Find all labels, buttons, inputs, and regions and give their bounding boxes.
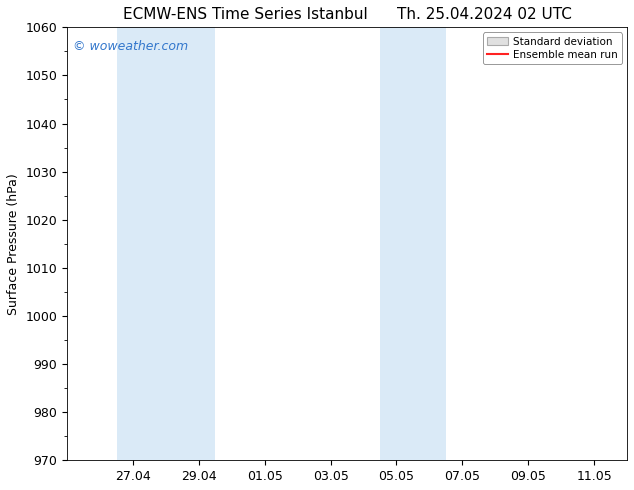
Bar [380,27,446,460]
Bar [117,27,216,460]
Title: ECMW-ENS Time Series Istanbul      Th. 25.04.2024 02 UTC: ECMW-ENS Time Series Istanbul Th. 25.04.… [122,7,571,22]
Text: © woweather.com: © woweather.com [73,40,188,53]
Legend: Standard deviation, Ensemble mean run: Standard deviation, Ensemble mean run [482,32,622,64]
Y-axis label: Surface Pressure (hPa): Surface Pressure (hPa) [7,173,20,315]
